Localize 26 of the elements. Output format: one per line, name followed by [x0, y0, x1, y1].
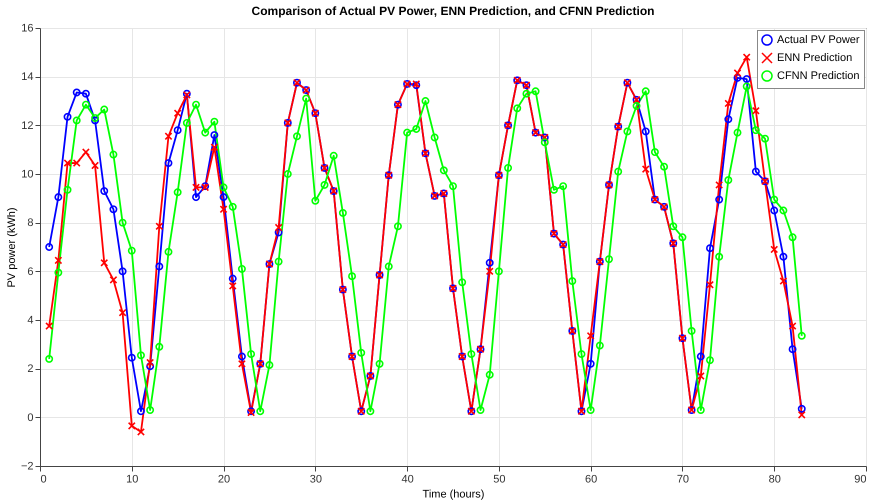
x-tick-label: 30: [310, 474, 322, 486]
y-tick-label: 2: [27, 363, 34, 376]
x-tick-label: 40: [401, 474, 414, 486]
y-tick-label: 4: [27, 314, 34, 326]
y-axis-title: PV power (kWh): [6, 207, 18, 288]
x-tick-label: 60: [585, 474, 598, 486]
y-tick-label: 16: [21, 22, 34, 34]
y-tick-label: −2: [20, 460, 34, 472]
x-tick-label: 70: [676, 474, 690, 486]
x-tick-label: 80: [768, 474, 781, 486]
x-tick-label: 10: [126, 474, 138, 486]
x-axis-title: Time (hours): [422, 488, 484, 500]
y-tick-label: 0: [27, 412, 34, 424]
legend-label: Actual PV Power: [777, 34, 860, 46]
legend-label: CFNN Prediction: [777, 70, 860, 82]
y-tick-label: 12: [21, 120, 34, 132]
x-tick-label: 50: [493, 474, 506, 486]
y-tick-label: 10: [21, 168, 34, 180]
legend-label: ENN Prediction: [777, 52, 852, 64]
x-tick-label: 20: [218, 474, 230, 486]
y-tick-label: 14: [21, 71, 34, 84]
x-tick-label: 0: [40, 474, 47, 486]
y-tick-label: 6: [27, 266, 34, 278]
x-tick-label: 90: [854, 474, 866, 486]
y-tick-label: 8: [27, 217, 34, 230]
chart-title: Comparison of Actual PV Power, ENN Prediction, and CFNN Prediction: [252, 4, 654, 18]
